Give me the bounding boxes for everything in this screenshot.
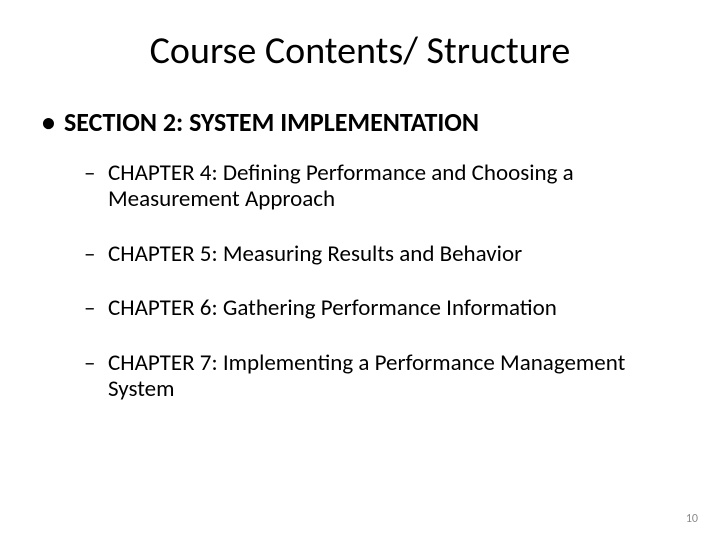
chapter-item: CHAPTER 4: Defining Performance and Choo…: [84, 160, 680, 213]
chapter-text: CHAPTER 7: Implementing a Performance Ma…: [108, 349, 625, 403]
chapter-item: CHAPTER 6: Gathering Performance Informa…: [84, 295, 680, 321]
chapter-text: CHAPTER 4: Defining Performance and Choo…: [108, 159, 574, 213]
outline-list: SECTION 2: SYSTEM IMPLEMENTATION CHAPTER…: [40, 106, 680, 403]
page-number: 10: [686, 512, 698, 526]
section-label: SECTION 2: SYSTEM IMPLEMENTATION: [64, 106, 479, 138]
slide: Course Contents/ Structure SECTION 2: SY…: [0, 0, 720, 540]
chapter-item: CHAPTER 5: Measuring Results and Behavio…: [84, 241, 680, 267]
slide-title: Course Contents/ Structure: [40, 28, 680, 74]
chapter-text: CHAPTER 6: Gathering Performance Informa…: [108, 294, 557, 322]
chapter-text: CHAPTER 5: Measuring Results and Behavio…: [108, 240, 522, 268]
chapter-item: CHAPTER 7: Implementing a Performance Ma…: [84, 350, 680, 403]
section-item: SECTION 2: SYSTEM IMPLEMENTATION CHAPTER…: [40, 106, 680, 403]
chapter-list: CHAPTER 4: Defining Performance and Choo…: [64, 160, 680, 403]
